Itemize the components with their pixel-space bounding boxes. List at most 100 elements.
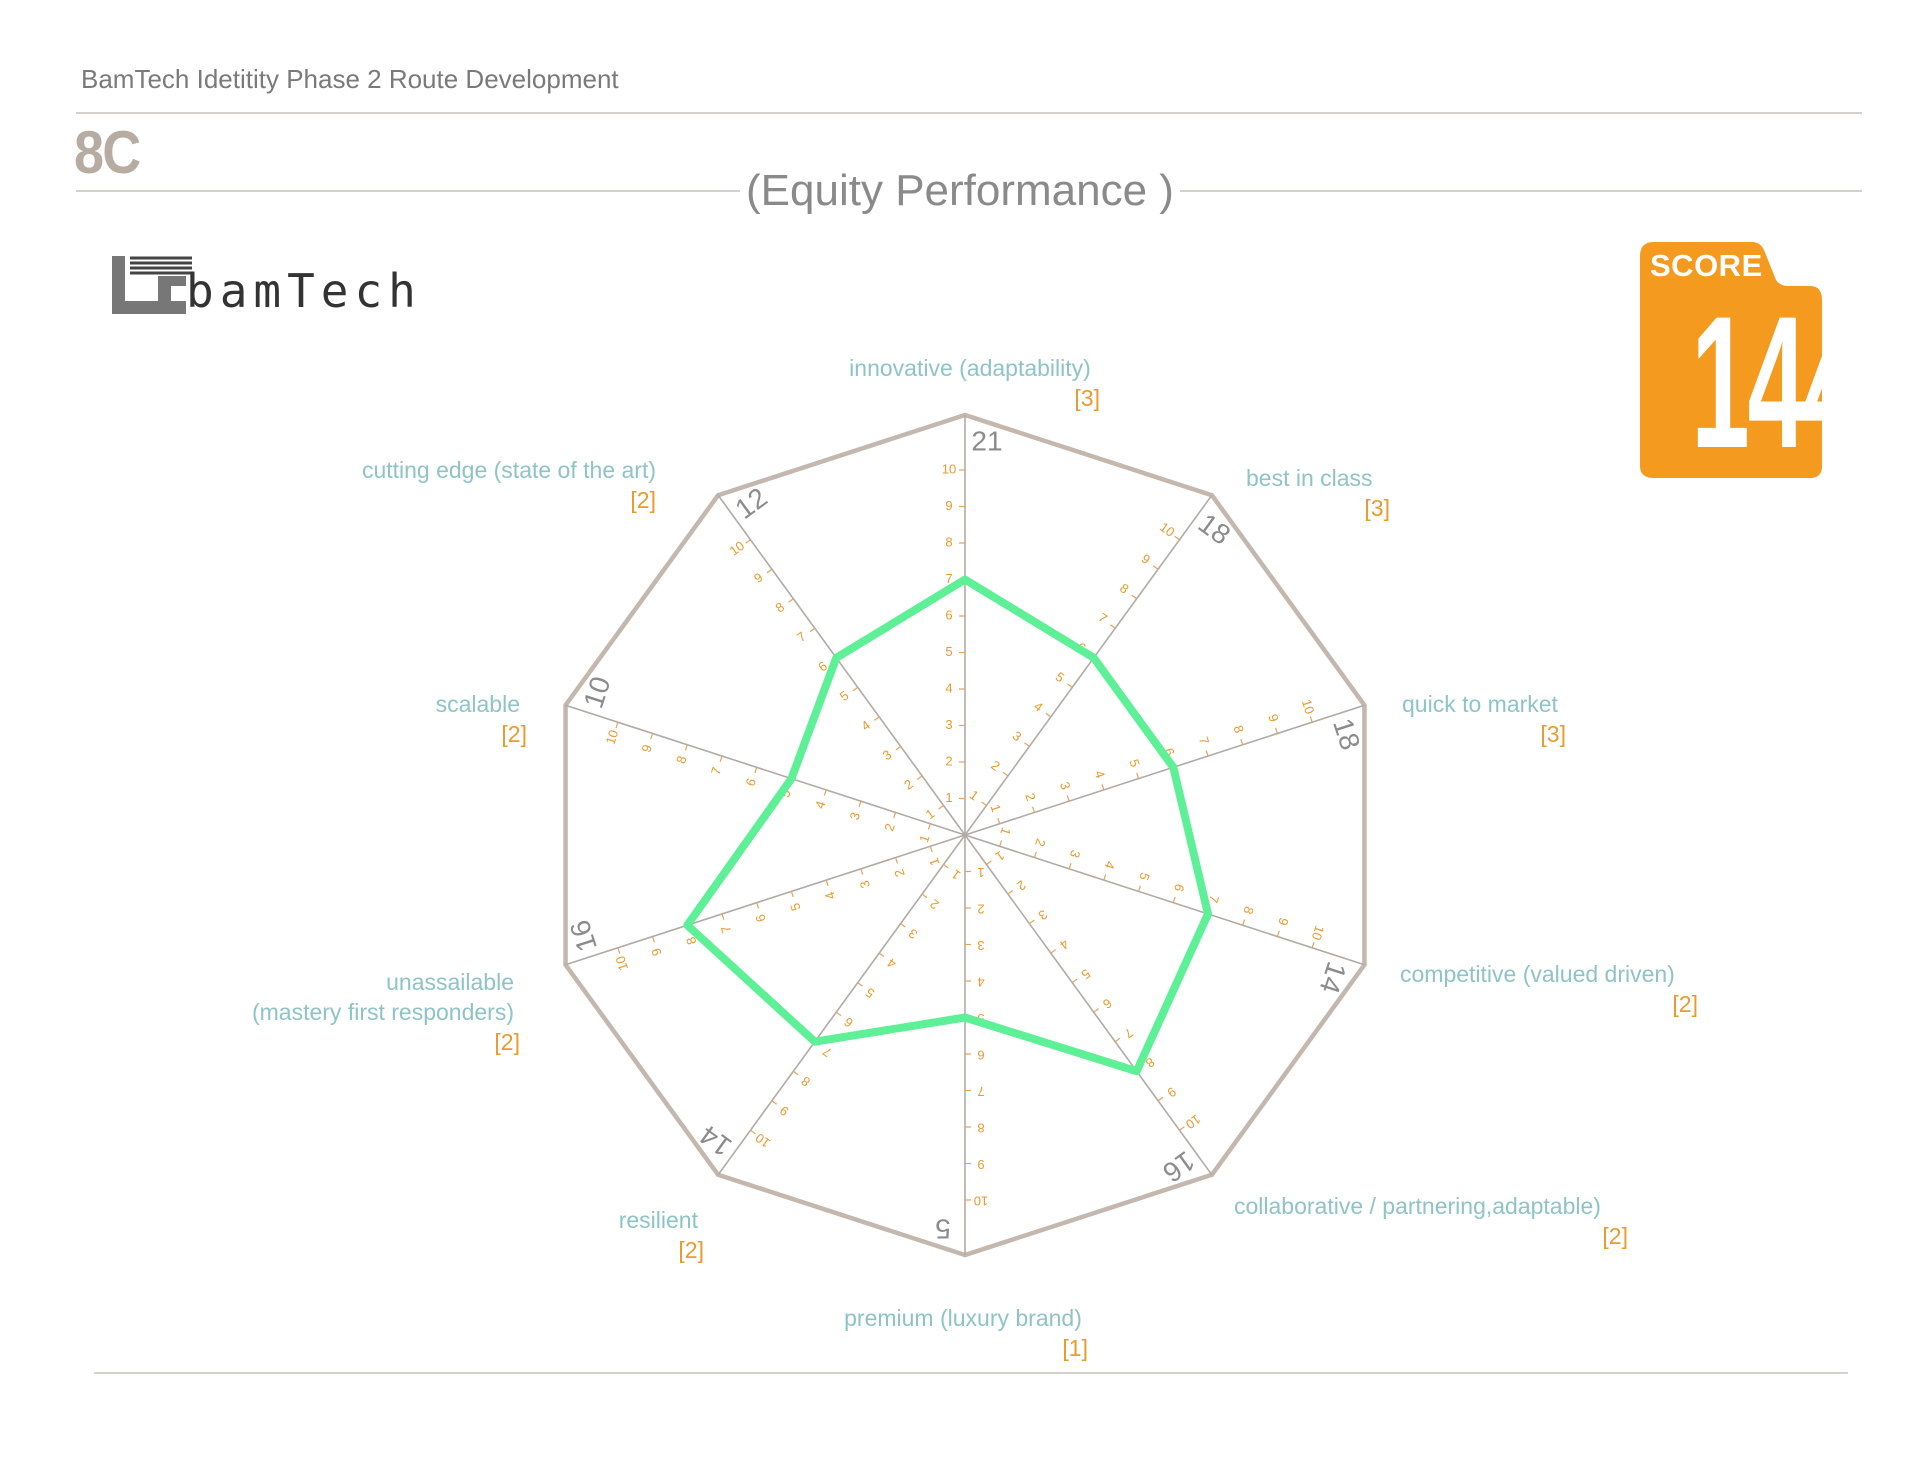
radar-axis-weight: [2] bbox=[501, 721, 527, 747]
radar-tick-mark bbox=[823, 789, 827, 796]
radar-axis-line bbox=[964, 494, 1213, 836]
page-code: 8C bbox=[74, 119, 141, 186]
radar-tick-label: 3 bbox=[977, 938, 984, 953]
radar-axis-name: best in class bbox=[1246, 465, 1373, 491]
radar-tick-mark bbox=[721, 913, 725, 920]
radar-tick-label: 1 bbox=[945, 790, 952, 805]
radar-tick-label: 5 bbox=[1079, 966, 1094, 982]
footer-rule bbox=[94, 1372, 1848, 1374]
radar-tick-mark bbox=[1066, 795, 1070, 802]
radar-tick-label: 3 bbox=[880, 747, 895, 763]
radar-tick-mark bbox=[1103, 874, 1107, 881]
radar-tick-label: 8 bbox=[683, 935, 700, 947]
radar-tick-label: 4 bbox=[945, 680, 952, 695]
radar-tick-mark bbox=[617, 947, 621, 954]
radar-axis-name: scalable bbox=[436, 691, 520, 717]
radar-axis-name-line: premium (luxury brand) bbox=[844, 1305, 1082, 1331]
radar-tick-label: 10 bbox=[1183, 1111, 1204, 1132]
radar-tick-label: 8 bbox=[772, 599, 787, 615]
radar-tick-mark bbox=[790, 891, 794, 898]
radar-tick-mark bbox=[745, 539, 751, 544]
radar-axis-name: quick to market bbox=[1402, 691, 1559, 717]
radar-tick-label: 4 bbox=[858, 717, 873, 733]
radar-tick-mark bbox=[1137, 885, 1141, 892]
radar-tick-label: 9 bbox=[777, 1103, 792, 1119]
radar-axis-name-line: resilient bbox=[619, 1207, 699, 1233]
radar-axis-name-line: scalable bbox=[436, 691, 520, 717]
radar-frame-edge bbox=[1209, 492, 1367, 708]
radar-tick-label: 7 bbox=[1206, 893, 1223, 905]
radar-tick-mark bbox=[1067, 683, 1073, 688]
radar-tick-label: 3 bbox=[847, 810, 864, 822]
radar-tick-label: 6 bbox=[841, 1014, 856, 1030]
radar-tick-mark bbox=[1240, 738, 1244, 745]
radar-tick-label: 7 bbox=[708, 765, 725, 777]
radar-tick-mark bbox=[997, 817, 1001, 824]
radar-tick-label: 8 bbox=[945, 534, 952, 549]
radar-tick-mark bbox=[981, 801, 987, 806]
radar-tick-mark bbox=[788, 598, 794, 603]
radar-tick-label: 2 bbox=[901, 776, 916, 792]
radar-tick-label: 1 bbox=[923, 806, 938, 822]
radar-tick-label: 7 bbox=[820, 1044, 835, 1060]
radar-frame-edge bbox=[715, 412, 968, 498]
radar-tick-label: 3 bbox=[857, 879, 874, 891]
radar-axis-name: collaborative / partnering,adaptable) bbox=[1234, 1193, 1601, 1219]
radar-tick-mark bbox=[1093, 1008, 1099, 1013]
radar-tick-label: 2 bbox=[891, 867, 908, 879]
radar-tick-label: 9 bbox=[1138, 551, 1153, 567]
radar-tick-label: 9 bbox=[1275, 916, 1292, 928]
radar-axis-name: innovative (adaptability) bbox=[849, 355, 1091, 381]
radar-tick-mark bbox=[857, 982, 863, 987]
radar-tick-label: 4 bbox=[1031, 698, 1046, 714]
radar-tick-label: 8 bbox=[798, 1073, 813, 1089]
radar-axis-name: premium (luxury brand) bbox=[844, 1305, 1082, 1331]
radar-tick-label: 1 bbox=[997, 826, 1014, 838]
radar-tick-label: 9 bbox=[945, 498, 952, 513]
radar-tick-label: 10 bbox=[974, 1194, 988, 1209]
radar-tick-label: 6 bbox=[1161, 746, 1178, 758]
radar-axis-weight: [2] bbox=[678, 1237, 704, 1263]
radar-frame-edge bbox=[715, 1172, 968, 1258]
radar-axis-name: resilient bbox=[619, 1207, 699, 1233]
radar-tick-label: 2 bbox=[881, 822, 898, 834]
radar-tick-label: 2 bbox=[1022, 791, 1039, 803]
radar-tick-label: 8 bbox=[977, 1121, 984, 1136]
radar-tick-label: 1 bbox=[949, 867, 964, 883]
radar-tick-mark bbox=[929, 846, 933, 853]
radar-tick-mark bbox=[1172, 896, 1176, 903]
radar-axis-weight: [2] bbox=[494, 1029, 520, 1055]
radar-tick-label: 3 bbox=[1036, 907, 1051, 923]
radar-tick-label: 10 bbox=[1309, 924, 1328, 942]
radar-tick-mark bbox=[1136, 772, 1140, 779]
radar-tick-mark bbox=[1045, 712, 1052, 718]
radar-tick-label: 6 bbox=[977, 1048, 984, 1063]
radar-axis-total: 5 bbox=[935, 1214, 951, 1245]
radar-tick-mark bbox=[873, 716, 880, 721]
radar-tick-mark bbox=[684, 744, 688, 751]
radar-tick-label: 6 bbox=[1100, 995, 1115, 1011]
radar-tick-mark bbox=[858, 800, 862, 808]
radar-tick-mark bbox=[852, 686, 859, 692]
radar-axis-line bbox=[565, 834, 966, 966]
radar-tick-label: 8 bbox=[1231, 723, 1248, 735]
radar-axis-name-line: best in class bbox=[1246, 465, 1373, 491]
radar-tick-mark bbox=[650, 733, 654, 740]
radar-tick-mark bbox=[1002, 771, 1009, 777]
radar-frame-edge bbox=[962, 412, 1215, 498]
radar-tick-label: 2 bbox=[927, 896, 942, 912]
radar-tick-label: 7 bbox=[977, 1084, 984, 1099]
radar-axis-total: 16 bbox=[564, 916, 603, 955]
radar-data-series bbox=[683, 575, 1212, 1076]
radar-tick-label: 7 bbox=[1096, 610, 1111, 626]
radar-tick-label: 4 bbox=[1057, 936, 1072, 952]
radar-tick-label: 3 bbox=[1010, 728, 1025, 744]
radar-tick-mark bbox=[1101, 783, 1105, 791]
radar-tick-label: 9 bbox=[751, 570, 766, 586]
radar-tick-mark bbox=[1114, 1037, 1121, 1043]
radar-tick-mark bbox=[766, 568, 773, 574]
radar-tick-label: 7 bbox=[1121, 1025, 1136, 1041]
radar-tick-mark bbox=[878, 952, 885, 958]
radar-tick-mark bbox=[1050, 949, 1057, 954]
radar-axis-line bbox=[964, 834, 1365, 966]
